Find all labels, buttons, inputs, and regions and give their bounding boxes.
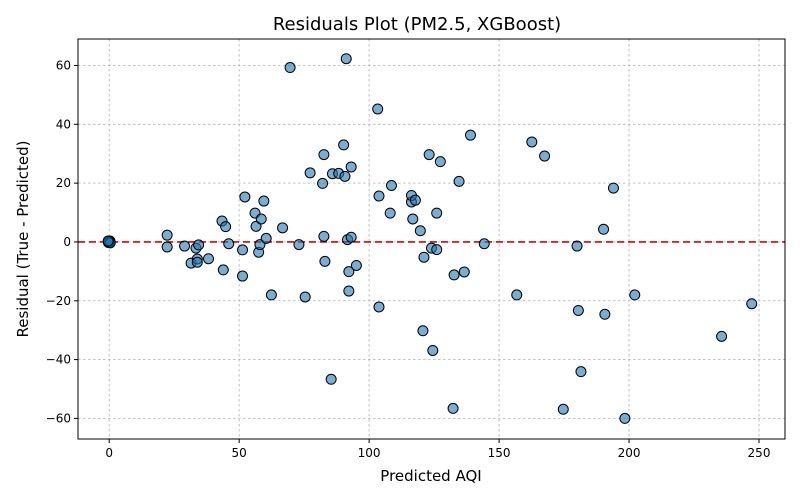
data-point <box>418 251 430 263</box>
data-point <box>458 266 470 278</box>
data-point <box>599 308 611 320</box>
data-point <box>284 62 296 74</box>
data-point <box>572 304 584 316</box>
data-point <box>453 175 465 187</box>
data-point <box>464 129 476 141</box>
data-point <box>417 325 429 337</box>
data-point <box>237 270 249 282</box>
data-point <box>191 256 203 268</box>
data-point <box>340 53 352 65</box>
data-point <box>373 190 385 202</box>
y-tick-label: 20 <box>56 176 71 190</box>
x-tick-label: 50 <box>232 446 247 460</box>
x-tick-label: 200 <box>618 446 641 460</box>
y-tick-label: −60 <box>46 411 71 425</box>
data-point <box>431 207 443 219</box>
data-point <box>448 269 460 281</box>
plot-frame <box>77 38 786 440</box>
x-tick-label: 0 <box>105 446 113 460</box>
data-point <box>434 156 446 168</box>
data-point <box>598 223 610 235</box>
y-tick-label: 40 <box>56 117 71 131</box>
data-point <box>343 285 355 297</box>
data-point <box>511 289 523 301</box>
data-point <box>526 136 538 148</box>
data-point <box>317 177 329 189</box>
data-point <box>716 330 728 342</box>
data-point <box>255 213 267 225</box>
data-point <box>339 170 351 182</box>
data-point <box>338 139 350 151</box>
data-point <box>407 213 419 225</box>
data-point <box>343 266 355 278</box>
data-point <box>575 366 587 378</box>
data-point <box>414 225 426 237</box>
tick-layer: 0 50 100 150 200 250 −60 −40 −20 0 20 40 60 <box>46 58 771 460</box>
data-point <box>629 289 641 301</box>
y-tick-label: 60 <box>56 58 71 72</box>
data-point <box>193 239 205 251</box>
data-point <box>220 221 232 233</box>
x-axis-label: Predicted AQI <box>380 467 481 485</box>
data-point <box>161 241 173 253</box>
data-point <box>431 244 443 256</box>
data-point <box>318 149 330 161</box>
data-point <box>746 298 758 310</box>
data-point <box>217 264 229 276</box>
data-point <box>277 222 289 234</box>
data-point <box>318 230 330 242</box>
data-point <box>161 229 173 241</box>
data-point <box>385 179 397 191</box>
data-point <box>478 238 490 250</box>
data-point <box>293 239 305 251</box>
data-point <box>345 231 357 243</box>
data-point <box>325 373 337 385</box>
data-point <box>384 207 396 219</box>
data-point <box>237 244 249 256</box>
data-point <box>319 255 331 267</box>
data-point <box>265 289 277 301</box>
data-point <box>260 232 272 244</box>
point-layer <box>102 53 758 424</box>
chart-title: Residuals Plot (PM2.5, XGBoost) <box>273 14 561 35</box>
data-point <box>250 220 262 232</box>
data-point <box>179 240 191 252</box>
grid-layer <box>78 39 785 439</box>
data-point <box>571 240 583 252</box>
x-tick-label: 100 <box>358 446 381 460</box>
data-point <box>423 149 435 161</box>
data-point <box>409 194 421 206</box>
data-point <box>299 291 311 303</box>
data-point <box>372 103 384 115</box>
data-point <box>427 344 439 356</box>
data-point <box>373 301 385 313</box>
data-point <box>607 182 619 194</box>
data-point <box>345 161 357 173</box>
y-tick-label: −20 <box>46 294 71 308</box>
x-tick-label: 150 <box>488 446 511 460</box>
y-tick-label: −40 <box>46 353 71 367</box>
data-point <box>223 238 235 250</box>
data-point <box>539 150 551 162</box>
data-point <box>447 402 459 414</box>
data-point <box>258 195 270 207</box>
data-point <box>350 259 362 271</box>
data-point <box>619 412 631 424</box>
data-point <box>557 403 569 415</box>
x-tick-label: 250 <box>748 446 771 460</box>
data-point <box>304 167 316 179</box>
data-point <box>102 235 114 247</box>
y-tick-label: 0 <box>63 235 71 249</box>
data-point <box>202 253 214 265</box>
y-axis-label: Residual (True - Predicted) <box>14 140 32 337</box>
data-point <box>239 191 251 203</box>
